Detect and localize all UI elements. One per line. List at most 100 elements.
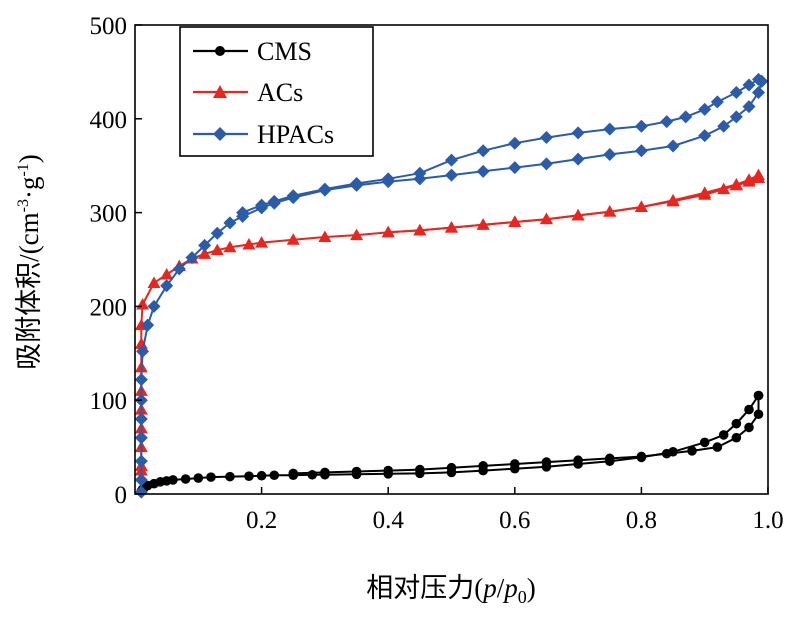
hpacs-adsorption-point — [134, 473, 148, 487]
hpacs-desorption-point — [679, 110, 693, 124]
cms-desorption-point — [604, 453, 615, 464]
legend-label-cms: CMS — [257, 37, 312, 66]
hpacs-adsorption-point — [134, 373, 148, 387]
series-acs — [134, 168, 766, 476]
legend: CMS ACs HPACs — [179, 26, 374, 157]
legend-label-acs: ACs — [257, 78, 303, 107]
cms-adsorption-point — [206, 472, 216, 482]
hpacs-adsorption-point — [717, 119, 731, 133]
cms-desorption-point — [753, 390, 764, 401]
series-hpacs — [134, 72, 769, 499]
acs-desorption-point — [381, 225, 395, 238]
hpacs-adsorption-point — [603, 147, 617, 161]
hpacs-desorption-point — [267, 194, 281, 208]
legend-marker-acs — [213, 85, 227, 98]
plot-series — [134, 72, 769, 499]
hpacs-adsorption-point — [571, 152, 585, 166]
hpacs-desorption-point — [508, 136, 522, 150]
hpacs-desorption-point — [729, 86, 743, 100]
acs-desorption-point — [571, 208, 585, 221]
acs-adsorption-point — [350, 228, 364, 241]
x-tick-label: 0.4 — [373, 507, 405, 534]
hpacs-desorption-point — [255, 198, 269, 212]
hpacs-desorption-point — [698, 102, 712, 116]
legend-label-hpacs: HPACs — [257, 120, 334, 149]
cms-desorption-point — [541, 457, 552, 467]
cms-desorption-point — [636, 451, 647, 462]
acs-desorption-point — [634, 200, 648, 212]
cms-adsorption-point — [225, 471, 235, 482]
cms-desorption-point — [753, 409, 764, 420]
hpacs-desorption-point — [476, 144, 490, 158]
hpacs-adsorption-point — [508, 161, 522, 175]
y-tick-label: 400 — [90, 107, 128, 134]
cms-desorption-point — [383, 465, 394, 476]
acs-desorption-line — [388, 174, 760, 234]
cms-adsorption-point — [269, 470, 280, 481]
hpacs-desorption-point — [381, 172, 395, 186]
legend-entry-acs: ACs — [193, 78, 303, 107]
hpacs-adsorption-point — [210, 226, 224, 240]
y-tick-label: 0 — [115, 482, 128, 509]
hpacs-adsorption-point — [134, 412, 148, 426]
cms-desorption-point — [351, 466, 362, 477]
legend-entry-hpacs: HPACs — [193, 120, 334, 149]
hpacs-adsorption-point — [752, 86, 766, 100]
x-axis-title: 相对压力(p/p0) — [366, 573, 536, 607]
acs-desorption-point — [729, 177, 743, 190]
hpacs-adsorption-point — [134, 431, 148, 445]
acs-desorption-point — [752, 168, 766, 181]
cms-desorption-point — [731, 432, 742, 443]
cms-adsorption-point — [744, 404, 754, 415]
hpacs-adsorption-point — [666, 139, 680, 153]
acs-desorption-point — [603, 205, 617, 217]
acs-adsorption-point — [136, 298, 150, 310]
cms-adsorption-point — [180, 474, 191, 484]
hpacs-adsorption-point — [160, 279, 174, 293]
cms-desorption-point — [478, 461, 488, 471]
acs-adsorption-point — [223, 240, 237, 253]
hpacs-adsorption-point — [742, 100, 756, 114]
acs-desorption-point — [698, 186, 712, 198]
cms-desorption-point — [288, 468, 299, 479]
hpacs-adsorption-point — [141, 318, 155, 332]
acs-adsorption-point — [286, 233, 300, 245]
cms-adsorption-point — [193, 473, 204, 483]
cms-adsorption-point — [307, 469, 318, 480]
cms-desorption-point — [573, 455, 583, 466]
acs-desorption-point — [666, 193, 680, 206]
hpacs-adsorption-point — [172, 262, 186, 276]
cms-adsorption-point — [256, 470, 267, 481]
hpacs-desorption-point — [286, 189, 300, 203]
hpacs-desorption-point — [710, 95, 724, 109]
hpacs-adsorption-point — [634, 144, 648, 158]
acs-adsorption-point — [242, 237, 256, 250]
cms-desorption-point — [320, 467, 330, 478]
hpacs-desorption-point — [445, 153, 458, 167]
hpacs-adsorption-point — [445, 168, 458, 182]
hpacs-desorption-point — [742, 78, 756, 92]
cms-adsorption-point — [718, 430, 729, 440]
acs-adsorption-point — [198, 247, 212, 259]
hpacs-desorption-point — [413, 166, 427, 180]
axes: 0.2 0.4 0.6 0.8 1.0 0 100 200 300 400 500 — [90, 13, 784, 534]
cms-desorption-point — [744, 422, 754, 433]
hpacs-adsorption-point — [134, 454, 148, 468]
acs-adsorption-point — [160, 268, 174, 280]
cms-desorption-point — [415, 464, 425, 475]
cms-adsorption-point — [244, 471, 254, 481]
hpacs-desorption-point — [236, 206, 250, 220]
hpacs-adsorption-point — [729, 110, 743, 124]
cms-desorption-point — [712, 442, 723, 452]
legend-entry-cms: CMS — [193, 37, 312, 66]
hpacs-desorption-point — [539, 131, 553, 145]
cms-adsorption-point — [168, 475, 178, 485]
y-tick-label: 100 — [90, 388, 128, 415]
hpacs-desorption-point — [634, 119, 648, 133]
hpacs-adsorption-point — [147, 299, 161, 313]
plot-frame — [134, 24, 769, 495]
x-tick-label: 0.2 — [246, 507, 277, 534]
acs-desorption-point — [742, 173, 756, 185]
acs-adsorption-point — [147, 276, 161, 288]
